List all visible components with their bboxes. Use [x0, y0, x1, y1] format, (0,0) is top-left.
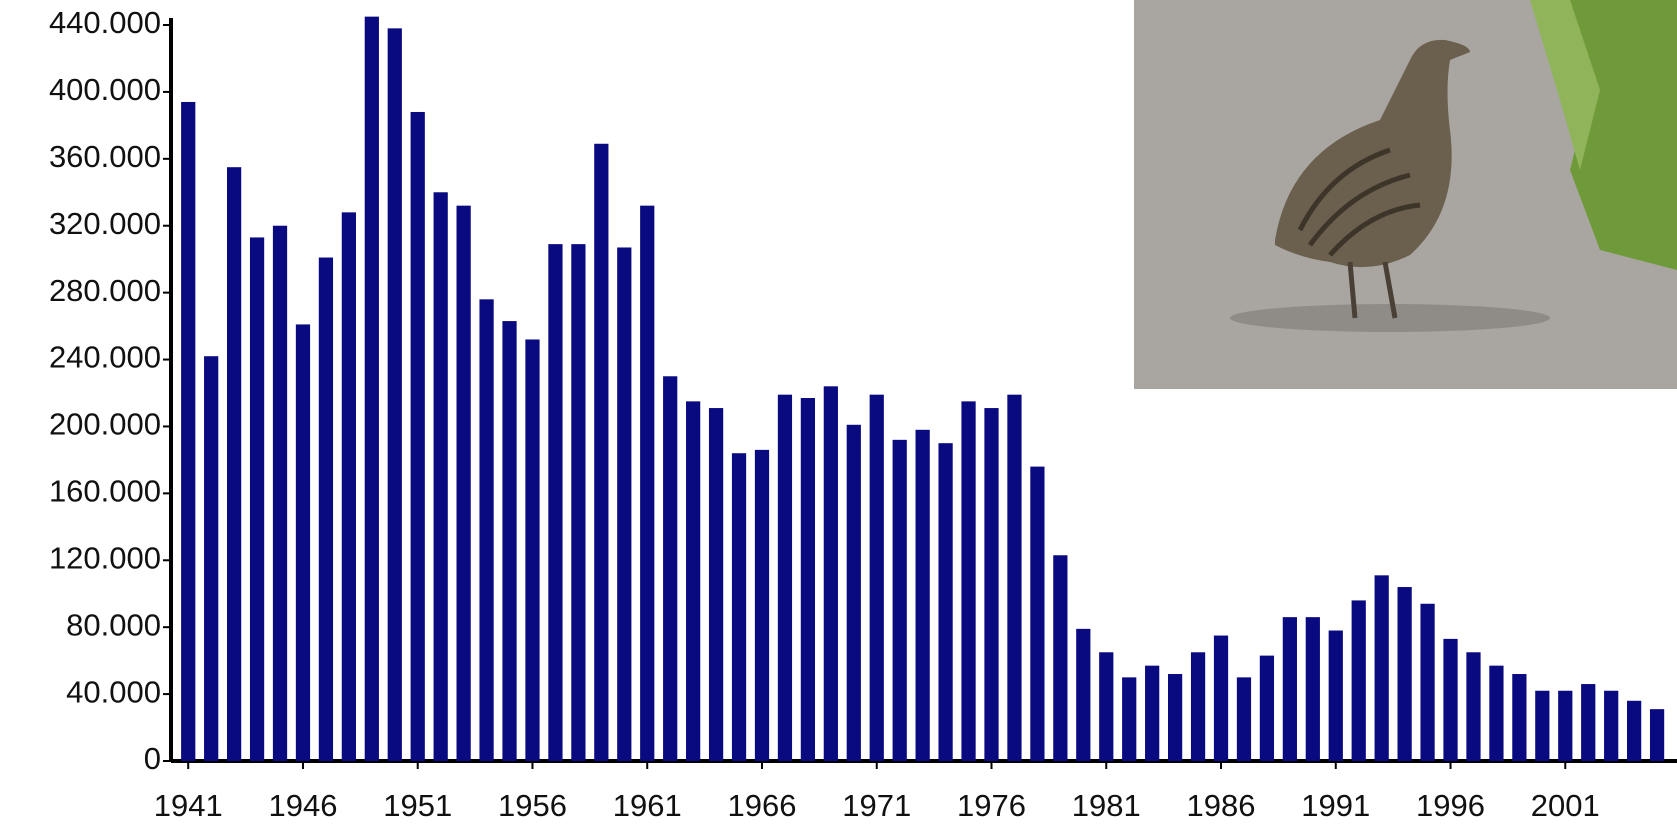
x-tick-label: 1946	[268, 788, 337, 823]
bar	[663, 376, 678, 761]
bar	[777, 394, 793, 761]
bar	[800, 398, 816, 761]
y-tick-label: 440.000	[49, 5, 161, 40]
bar	[1145, 665, 1160, 761]
x-tick-label: 1941	[154, 788, 223, 823]
bar	[295, 324, 311, 761]
bar	[915, 429, 930, 761]
bar	[1466, 652, 1481, 761]
bar	[984, 408, 999, 761]
x-tick-label: 1961	[613, 788, 682, 823]
bar	[1512, 674, 1527, 761]
bar	[548, 244, 563, 762]
bar	[1374, 575, 1389, 761]
bar	[731, 453, 747, 761]
bar	[869, 394, 884, 761]
bar	[1558, 690, 1573, 761]
bar	[1167, 674, 1183, 761]
y-tick-label: 280.000	[49, 273, 161, 308]
bar	[1351, 600, 1366, 761]
bar	[1535, 690, 1550, 761]
bar	[640, 205, 655, 761]
bar	[686, 401, 701, 761]
bar	[1305, 617, 1320, 761]
bar	[1190, 652, 1206, 761]
bar	[1213, 635, 1229, 761]
x-tick-label: 1966	[728, 788, 797, 823]
x-tick-label: 2001	[1531, 788, 1600, 823]
x-tick-label: 1971	[842, 788, 911, 823]
bar	[938, 443, 953, 761]
bar	[1489, 665, 1504, 761]
bar	[1122, 677, 1137, 761]
bar	[961, 401, 976, 761]
bar	[892, 439, 907, 761]
bar	[823, 386, 838, 761]
bar	[227, 167, 242, 761]
x-tick-label: 1976	[957, 788, 1026, 823]
bar	[1420, 603, 1435, 761]
bar	[1328, 630, 1343, 761]
bar	[502, 321, 517, 761]
bar	[1007, 394, 1022, 761]
bar	[1030, 466, 1045, 761]
y-tick-label: 320.000	[49, 206, 161, 241]
bar	[1259, 655, 1275, 761]
bar	[708, 408, 724, 761]
y-tick-label: 80.000	[66, 607, 161, 642]
bar	[617, 247, 632, 762]
y-tick-label: 360.000	[49, 139, 161, 174]
y-tick-label: 40.000	[66, 674, 161, 709]
x-tick-label: 1951	[383, 788, 452, 823]
x-tick-label: 1986	[1187, 788, 1256, 823]
bar	[249, 237, 265, 761]
bar	[1236, 677, 1252, 761]
bar	[1099, 652, 1114, 761]
bar	[318, 257, 334, 761]
y-tick-label: 160.000	[49, 474, 161, 509]
bar	[594, 143, 609, 761]
bar	[1649, 709, 1665, 761]
bar	[1397, 587, 1412, 761]
bar	[433, 192, 448, 762]
bar	[1581, 684, 1596, 761]
bar	[525, 339, 540, 761]
y-tick-label: 0	[144, 741, 161, 776]
photo	[1134, 0, 1677, 389]
bar	[754, 449, 770, 761]
y-tick-label: 120.000	[49, 540, 161, 575]
bar	[456, 205, 471, 761]
bar	[181, 101, 196, 762]
bar	[1053, 555, 1068, 761]
x-tick-label: 1996	[1416, 788, 1485, 823]
x-tick-label: 1981	[1072, 788, 1141, 823]
bar	[479, 299, 494, 761]
y-tick-label: 400.000	[49, 72, 161, 107]
bar	[341, 212, 356, 761]
bar	[1604, 690, 1619, 761]
bar	[1627, 700, 1642, 761]
bar	[204, 356, 219, 761]
bar	[387, 28, 402, 761]
bar	[571, 244, 586, 762]
x-tick-label: 1956	[498, 788, 567, 823]
bar	[846, 424, 861, 761]
bar	[1076, 628, 1091, 761]
y-tick-label: 240.000	[49, 340, 161, 375]
bar	[1443, 638, 1458, 761]
y-tick-label: 200.000	[49, 407, 161, 442]
bar	[1282, 617, 1297, 761]
x-tick-label: 1991	[1301, 788, 1370, 823]
bar	[410, 111, 425, 762]
bar	[272, 225, 288, 761]
bar	[364, 16, 379, 762]
